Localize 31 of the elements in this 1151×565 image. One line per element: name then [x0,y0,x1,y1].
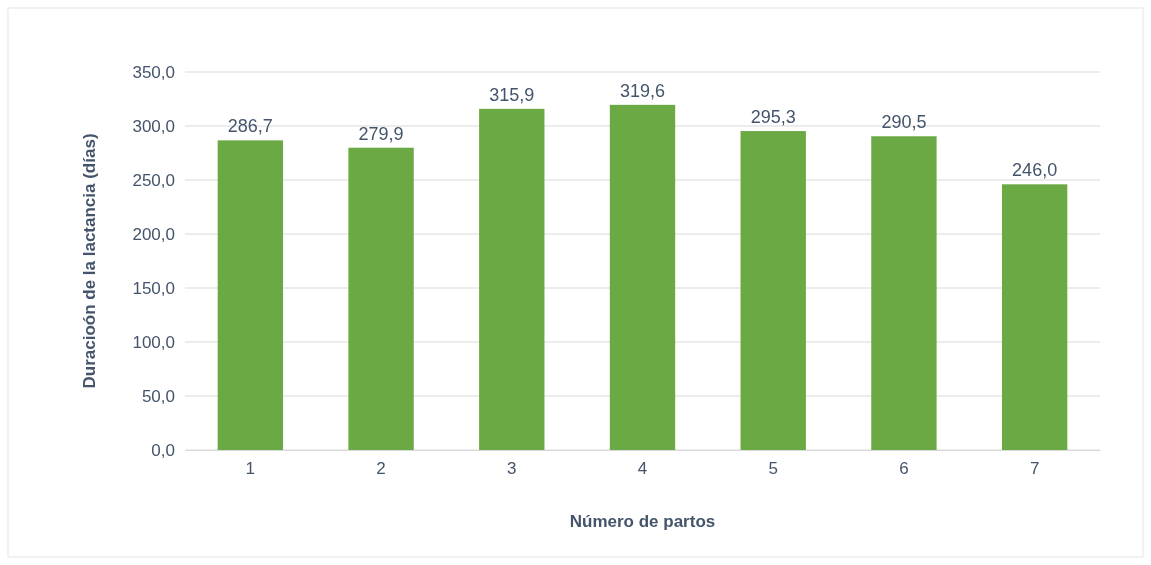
data-label: 319,6 [619,80,666,101]
bar [609,104,676,450]
y-tick-label: 300,0 [132,116,175,136]
y-tick-label: 250,0 [132,170,175,190]
data-label: 286,7 [227,116,273,137]
y-tick-label: 0,0 [151,440,175,460]
y-tick-label: 200,0 [132,224,175,244]
x-tick-label: 3 [507,459,517,479]
y-tick-label: 50,0 [141,386,175,406]
bar [1001,184,1068,450]
x-axis-title: Número de partos [569,512,716,531]
x-tick-label: 7 [1029,459,1040,479]
y-axis-title: Duracioón de la lactancia (días) [80,133,99,389]
x-tick-label: 6 [899,459,909,479]
bar [871,136,937,450]
data-label: 290,5 [881,112,927,133]
bar [740,131,806,450]
data-label: 315,9 [489,84,535,105]
y-tick-label: 150,0 [132,278,175,298]
data-label: 295,3 [750,107,796,128]
x-tick-label: 1 [245,459,256,479]
data-label: 279,9 [358,123,404,144]
x-tick-label: 5 [768,459,778,479]
x-tick-label: 2 [376,459,386,479]
data-label: 246,0 [1012,160,1058,181]
y-tick-label: 350,0 [132,62,175,82]
bar [479,108,545,450]
bar [348,147,414,450]
y-tick-label: 100,0 [132,332,175,352]
bar [217,140,284,450]
x-tick-label: 4 [637,459,648,479]
